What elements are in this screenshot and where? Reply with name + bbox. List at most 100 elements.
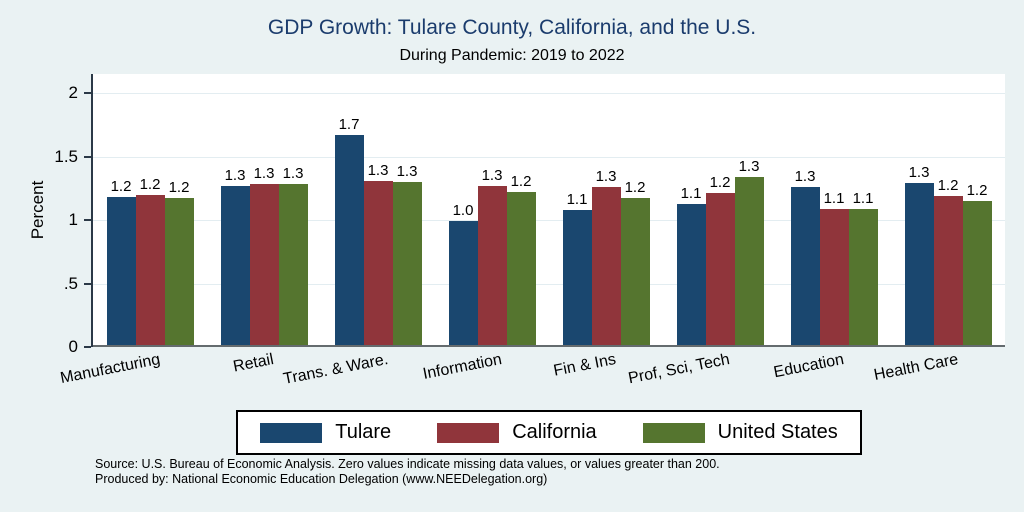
bar (334, 134, 364, 347)
bar-value-label: 1.3 (253, 165, 275, 183)
bar (705, 193, 735, 347)
bar (933, 195, 963, 347)
bar-value-label: 1.1 (680, 184, 702, 202)
bar (962, 200, 992, 347)
bar (106, 197, 136, 347)
bar (506, 192, 536, 347)
bar-value-label: 1.3 (908, 164, 930, 182)
bar-value-label: 1.0 (452, 202, 474, 220)
legend-item: United States (642, 421, 838, 444)
bar-value-label: 1.3 (481, 166, 503, 184)
bar-wrap: 1.3 (734, 158, 764, 347)
bar-wrap: 1.2 (933, 177, 963, 347)
bar (790, 187, 820, 347)
y-tick-mark (84, 282, 91, 285)
source-line-2: Produced by: National Economic Education… (95, 471, 548, 486)
bar (164, 198, 194, 347)
y-tick-label: 1.5 (54, 146, 78, 166)
bar-wrap: 1.2 (106, 178, 136, 347)
x-axis-label: Prof, Sci, Tech (627, 351, 732, 388)
legend-item: Tulare (260, 421, 391, 444)
x-axis-label: Information (421, 351, 504, 383)
gridline (93, 220, 1005, 222)
bar-wrap: 1.3 (278, 165, 308, 347)
bar-wrap: 1.1 (848, 190, 878, 347)
bar-wrap: 1.2 (135, 176, 165, 347)
gridline (93, 93, 1005, 95)
bar (249, 184, 279, 347)
bar-wrap: 1.3 (220, 167, 250, 347)
bar-group: 1.3 1.3 1.3 (207, 74, 321, 347)
y-axis: 0 .5 1 1.5 2 (0, 74, 93, 356)
bar-wrap: 1.0 (448, 202, 478, 347)
bar-value-label: 1.3 (396, 162, 418, 180)
y-tick-mark (84, 155, 91, 158)
bar-value-label: 1.2 (624, 179, 646, 197)
y-tick-mark (84, 219, 91, 222)
bar (135, 194, 165, 347)
bar-value-label: 1.2 (139, 175, 161, 193)
bar-value-label: 1.1 (852, 189, 874, 207)
bar-wrap: 1.3 (904, 164, 934, 347)
bar-wrap: 1.2 (506, 173, 536, 347)
bar-value-label: 1.3 (595, 168, 617, 186)
gridline (93, 283, 1005, 285)
x-axis-label: Fin & Ins (552, 351, 618, 380)
y-tick-mark (84, 346, 91, 348)
bar-value-label: 1.2 (966, 181, 988, 199)
bar (477, 185, 507, 347)
bar-value-label: 1.1 (566, 190, 588, 208)
bar-wrap: 1.3 (392, 163, 422, 347)
y-tick-label: 1 (68, 210, 78, 230)
x-axis-label: Health Care (872, 351, 960, 384)
source-line-1: Source: U.S. Bureau of Economic Analysis… (95, 457, 720, 471)
bar-value-label: 1.2 (168, 179, 190, 197)
bar-wrap: 1.3 (363, 162, 393, 347)
y-tick-label: 2 (68, 83, 78, 103)
bar (363, 180, 393, 347)
bar-value-label: 1.2 (709, 174, 731, 192)
bar-group: 1.1 1.2 1.3 (663, 74, 777, 347)
bar-group: 1.0 1.3 1.2 (435, 74, 549, 347)
bar-wrap: 1.1 (562, 191, 592, 347)
legend-swatch (437, 422, 500, 443)
bar-value-label: 1.3 (367, 161, 389, 179)
bar (620, 198, 650, 347)
bar-value-label: 1.7 (338, 115, 360, 133)
bar (848, 208, 878, 347)
bar (904, 183, 934, 347)
bar-value-label: 1.2 (937, 176, 959, 194)
bar-wrap: 1.2 (164, 179, 194, 347)
source-note: Source: U.S. Bureau of Economic Analysis… (95, 457, 720, 486)
bar-group: 1.2 1.2 1.2 (93, 74, 207, 347)
bar-wrap: 1.2 (620, 179, 650, 347)
bar-group: 1.7 1.3 1.3 (321, 74, 435, 347)
bar-group: 1.3 1.2 1.2 (891, 74, 1005, 347)
bar-wrap: 1.3 (249, 165, 279, 347)
bar-wrap: 1.3 (790, 168, 820, 347)
bar (734, 176, 764, 347)
legend-label: California (512, 421, 597, 443)
x-axis-line (93, 345, 1005, 347)
bar (278, 184, 308, 347)
bar (392, 181, 422, 347)
bar-value-label: 1.3 (738, 157, 760, 175)
bar-value-label: 1.2 (110, 178, 132, 196)
legend-item: California (437, 421, 597, 444)
chart-title: GDP Growth: Tulare County, California, a… (267, 16, 757, 39)
y-axis-line (91, 74, 93, 347)
bar-group: 1.3 1.1 1.1 (777, 74, 891, 347)
bar (220, 185, 250, 347)
bar-wrap: 1.2 (705, 174, 735, 347)
bar-value-label: 1.3 (282, 165, 304, 183)
y-tick-label: 0 (68, 337, 78, 356)
bar (676, 203, 706, 347)
chart-subtitle: During Pandemic: 2019 to 2022 (399, 47, 625, 64)
legend-label: United States (717, 421, 838, 443)
bar-wrap: 1.3 (591, 168, 621, 347)
bar-wrap: 1.3 (477, 167, 507, 347)
x-axis-label: Trans. & Ware. (281, 351, 390, 388)
bar-value-label: 1.1 (823, 189, 845, 207)
bar-value-label: 1.3 (794, 168, 816, 186)
